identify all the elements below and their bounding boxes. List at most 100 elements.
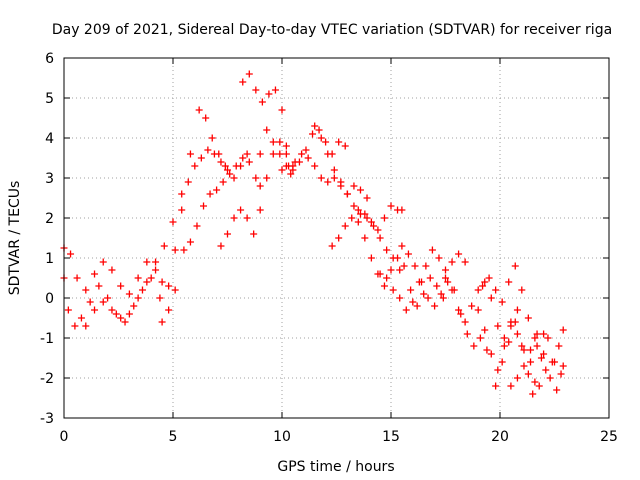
data-point-sat-c — [117, 314, 125, 322]
data-point-sat-g — [271, 86, 279, 94]
data-point-sat-f — [282, 150, 290, 158]
data-point-sat-e — [239, 154, 247, 162]
data-point-sat-c — [178, 190, 186, 198]
data-point-sat-h — [276, 150, 284, 158]
data-point-sat-s — [559, 362, 567, 370]
x-axis-label: GPS time / hours — [277, 459, 394, 475]
data-point-sat-o — [455, 306, 463, 314]
data-point-sat-q — [498, 298, 506, 306]
data-point-sat-b — [130, 302, 138, 310]
data-point-sat-h — [263, 126, 271, 134]
data-point-sat-n — [444, 278, 452, 286]
data-point-sat-k — [374, 226, 382, 234]
data-point-sat-f — [217, 242, 225, 250]
data-point-sat-l — [354, 218, 362, 226]
data-point-sat-m — [402, 306, 410, 314]
data-point-sat-c — [221, 162, 229, 170]
data-point-sat-c — [125, 310, 133, 318]
data-point-sat-a — [152, 266, 160, 274]
data-point-sat-l — [433, 282, 441, 290]
y-tick-label: 1 — [45, 251, 54, 267]
data-point-sat-j — [343, 190, 351, 198]
data-point-sat-c — [195, 106, 203, 114]
data-point-sat-g — [265, 90, 273, 98]
data-point-sat-j — [337, 178, 345, 186]
data-point-sat-q — [524, 314, 532, 322]
data-point-sat-p — [474, 306, 482, 314]
data-point-sat-i — [291, 158, 299, 166]
data-point-sat-i — [304, 154, 312, 162]
data-point-sat-f — [263, 174, 271, 182]
data-point-sat-n — [424, 294, 432, 302]
data-point-sat-c — [160, 242, 168, 250]
data-point-sat-d — [230, 174, 238, 182]
data-point-sat-l — [413, 302, 421, 310]
data-point-sat-c — [91, 306, 99, 314]
data-point-sat-h — [335, 138, 343, 146]
data-point-sat-h — [256, 150, 264, 158]
data-point-sat-o — [513, 306, 521, 314]
data-point-sat-a — [82, 286, 90, 294]
data-point-sat-o — [500, 334, 508, 342]
data-point-sat-n — [483, 346, 491, 354]
data-point-sat-s — [520, 362, 528, 370]
x-tick-label: 5 — [169, 429, 178, 445]
data-point-sat-t — [548, 358, 556, 366]
data-point-sat-b — [156, 294, 164, 302]
data-point-sat-b — [86, 298, 94, 306]
data-point-sat-l — [361, 234, 369, 242]
data-point-sat-m — [448, 258, 456, 266]
data-point-sat-e — [213, 186, 221, 194]
data-point-sat-j — [350, 202, 358, 210]
data-point-sat-k — [367, 218, 375, 226]
data-point-sat-j — [383, 246, 391, 254]
data-point-sat-a — [108, 266, 116, 274]
y-tick-label: 2 — [45, 211, 54, 227]
data-point-sat-b — [121, 318, 129, 326]
x-tick-label: 20 — [491, 429, 509, 445]
data-point-sat-m — [396, 294, 404, 302]
data-point-sat-n — [431, 302, 439, 310]
data-point-sat-p — [540, 330, 548, 338]
data-point-sat-r — [524, 370, 532, 378]
data-point-sat-o — [468, 302, 476, 310]
data-point-sat-b — [64, 306, 72, 314]
data-point-sat-m — [442, 266, 449, 274]
data-point-sat-q — [511, 262, 519, 270]
data-point-sat-l — [367, 254, 375, 262]
data-point-sat-b — [147, 274, 155, 282]
data-point-sat-b — [165, 306, 173, 314]
data-point-sat-s — [513, 374, 521, 382]
data-point-sat-d — [224, 166, 231, 174]
y-tick-label: -2 — [40, 371, 54, 387]
data-point-sat-t — [529, 390, 537, 398]
data-point-sat-l — [380, 282, 388, 290]
data-point-sat-o — [474, 286, 482, 294]
data-point-sat-a — [91, 270, 99, 278]
data-point-sat-q — [531, 334, 539, 342]
data-point-sat-d — [191, 162, 199, 170]
data-point-sat-c — [134, 294, 142, 302]
data-point-sat-j — [396, 266, 404, 274]
data-point-sat-d — [158, 318, 166, 326]
data-point-sat-c — [152, 258, 160, 266]
data-point-sat-p — [533, 342, 541, 350]
data-point-sat-e — [206, 190, 214, 198]
data-point-sat-o — [461, 318, 469, 326]
x-tick-label: 15 — [382, 429, 400, 445]
data-point-sat-n — [476, 334, 484, 342]
data-point-sat-l — [426, 274, 434, 282]
data-point-sat-j — [330, 166, 338, 174]
data-point-sat-q — [518, 286, 526, 294]
data-point-sat-p — [487, 350, 495, 358]
data-point-sat-d — [243, 150, 251, 158]
y-tick-label: 0 — [45, 291, 54, 307]
y-tick-label: 6 — [45, 51, 54, 67]
data-point-sat-k — [361, 210, 369, 218]
data-point-sat-k — [348, 214, 356, 222]
data-point-sat-m — [461, 258, 469, 266]
data-point-sat-o — [487, 294, 495, 302]
data-point-sat-d — [184, 178, 192, 186]
data-point-sat-c — [169, 218, 177, 226]
